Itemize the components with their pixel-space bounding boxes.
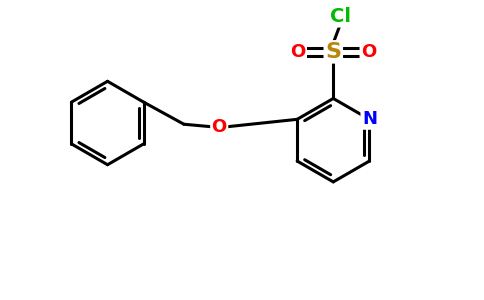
- Text: S: S: [325, 42, 341, 62]
- Text: N: N: [362, 110, 377, 128]
- Text: Cl: Cl: [330, 7, 351, 26]
- Text: O: O: [212, 118, 227, 136]
- Text: O: O: [290, 43, 305, 61]
- Text: O: O: [361, 43, 376, 61]
